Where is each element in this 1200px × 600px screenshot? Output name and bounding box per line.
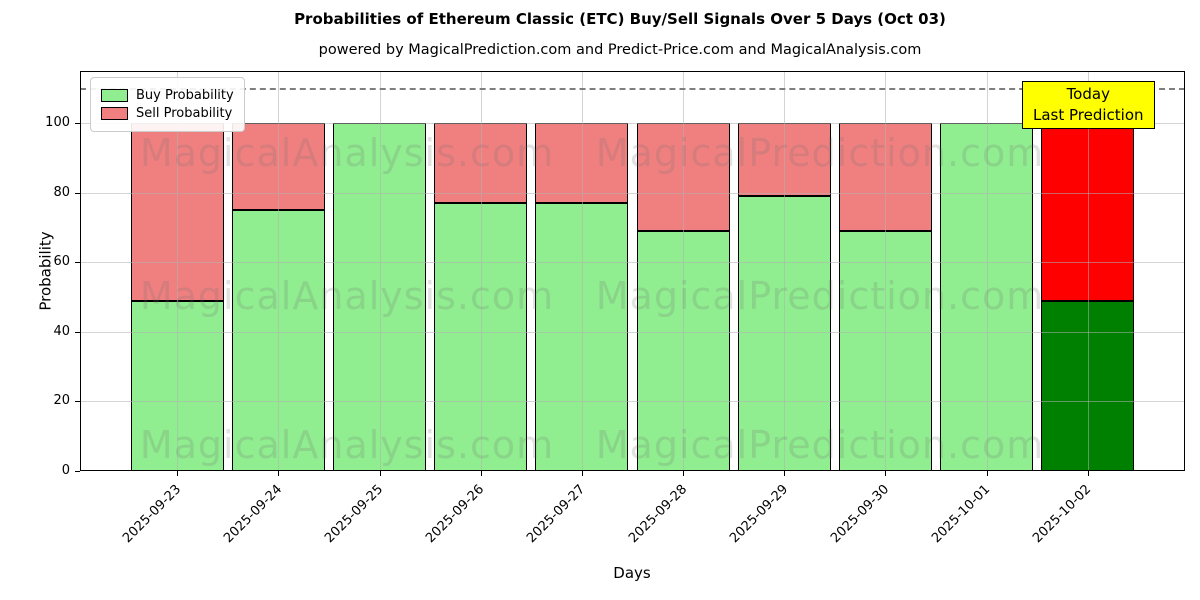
x-tick-mark: [683, 471, 685, 476]
y-axis-label: Probability: [36, 231, 55, 311]
y-tick-mark: [75, 401, 80, 403]
x-tick-mark: [1087, 471, 1089, 476]
x-tick-mark: [986, 471, 988, 476]
dashed-guide-line: [80, 88, 1185, 91]
y-tick-label: 40: [53, 323, 70, 339]
chart-title: Probabilities of Ethereum Classic (ETC) …: [294, 10, 946, 28]
legend-label-sell: Sell Probability: [136, 106, 233, 121]
x-tick-label: 2025-09-30: [828, 482, 893, 547]
x-tick-label: 2025-09-23: [119, 482, 184, 547]
gridline-vertical: [784, 71, 786, 471]
x-tick-mark: [885, 471, 887, 476]
y-tick-label: 60: [53, 254, 70, 270]
gridline-vertical: [986, 71, 988, 471]
legend-entry-buy: Buy Probability: [101, 88, 234, 103]
x-tick-mark: [379, 471, 381, 476]
annotation-line-2: Last Prediction: [1033, 106, 1144, 124]
x-tick-label: 2025-09-25: [322, 482, 387, 547]
gridline-vertical: [683, 71, 685, 471]
today-annotation: Today Last Prediction: [1022, 81, 1155, 129]
y-tick-mark: [75, 471, 80, 472]
y-tick-mark: [75, 123, 80, 125]
x-tick-mark: [177, 471, 179, 476]
watermark-text: MagicalAnalysis.com: [139, 423, 555, 467]
chart-subtitle: powered by MagicalPrediction.com and Pre…: [318, 42, 922, 58]
watermark-text: MagicalPrediction.com: [595, 274, 1045, 318]
y-tick-label: 80: [53, 184, 70, 200]
plot-area: Buy Probability Sell Probability Magical…: [80, 71, 1185, 471]
x-tick-label: 2025-09-28: [625, 482, 690, 547]
gridline-vertical: [379, 71, 381, 471]
gridline-horizontal: [80, 401, 1185, 403]
x-tick-mark: [581, 471, 583, 476]
gridline-horizontal: [80, 123, 1185, 125]
gridline-horizontal: [80, 262, 1185, 264]
gridline-vertical: [177, 71, 179, 471]
x-tick-label: 2025-09-27: [524, 482, 589, 547]
legend-entry-sell: Sell Probability: [101, 106, 234, 121]
y-tick-label: 0: [61, 463, 70, 478]
x-axis-label: Days: [613, 564, 651, 582]
x-tick-label: 2025-09-24: [220, 482, 285, 547]
y-tick-mark: [75, 262, 80, 264]
y-tick-label: 100: [45, 115, 70, 131]
x-tick-mark: [278, 471, 280, 476]
gridline-vertical: [278, 71, 280, 471]
watermark-text: MagicalAnalysis.com: [139, 131, 555, 175]
x-tick-mark: [784, 471, 786, 476]
x-tick-mark: [480, 471, 482, 476]
gridline-horizontal: [80, 331, 1185, 333]
buy-swatch-icon: [101, 89, 128, 102]
gridline-horizontal: [80, 192, 1185, 194]
y-tick-mark: [75, 192, 80, 194]
watermark-text: MagicalPrediction.com: [595, 423, 1045, 467]
legend-label-buy: Buy Probability: [136, 88, 234, 103]
x-tick-label: 2025-09-26: [423, 482, 488, 547]
x-tick-label: 2025-10-02: [1030, 482, 1095, 547]
x-tick-label: 2025-09-29: [726, 482, 791, 547]
watermark-text: MagicalAnalysis.com: [139, 274, 555, 318]
gridline-vertical: [581, 71, 583, 471]
annotation-line-1: Today: [1066, 85, 1110, 103]
gridline-vertical: [885, 71, 887, 471]
x-tick-label: 2025-10-01: [929, 482, 994, 547]
y-tick-label: 20: [53, 393, 70, 409]
gridline-vertical: [1087, 71, 1089, 471]
y-tick-mark: [75, 331, 80, 333]
watermark-text: MagicalPrediction.com: [595, 131, 1045, 175]
sell-swatch-icon: [101, 107, 128, 120]
gridline-vertical: [480, 71, 482, 471]
legend: Buy Probability Sell Probability: [90, 77, 245, 132]
